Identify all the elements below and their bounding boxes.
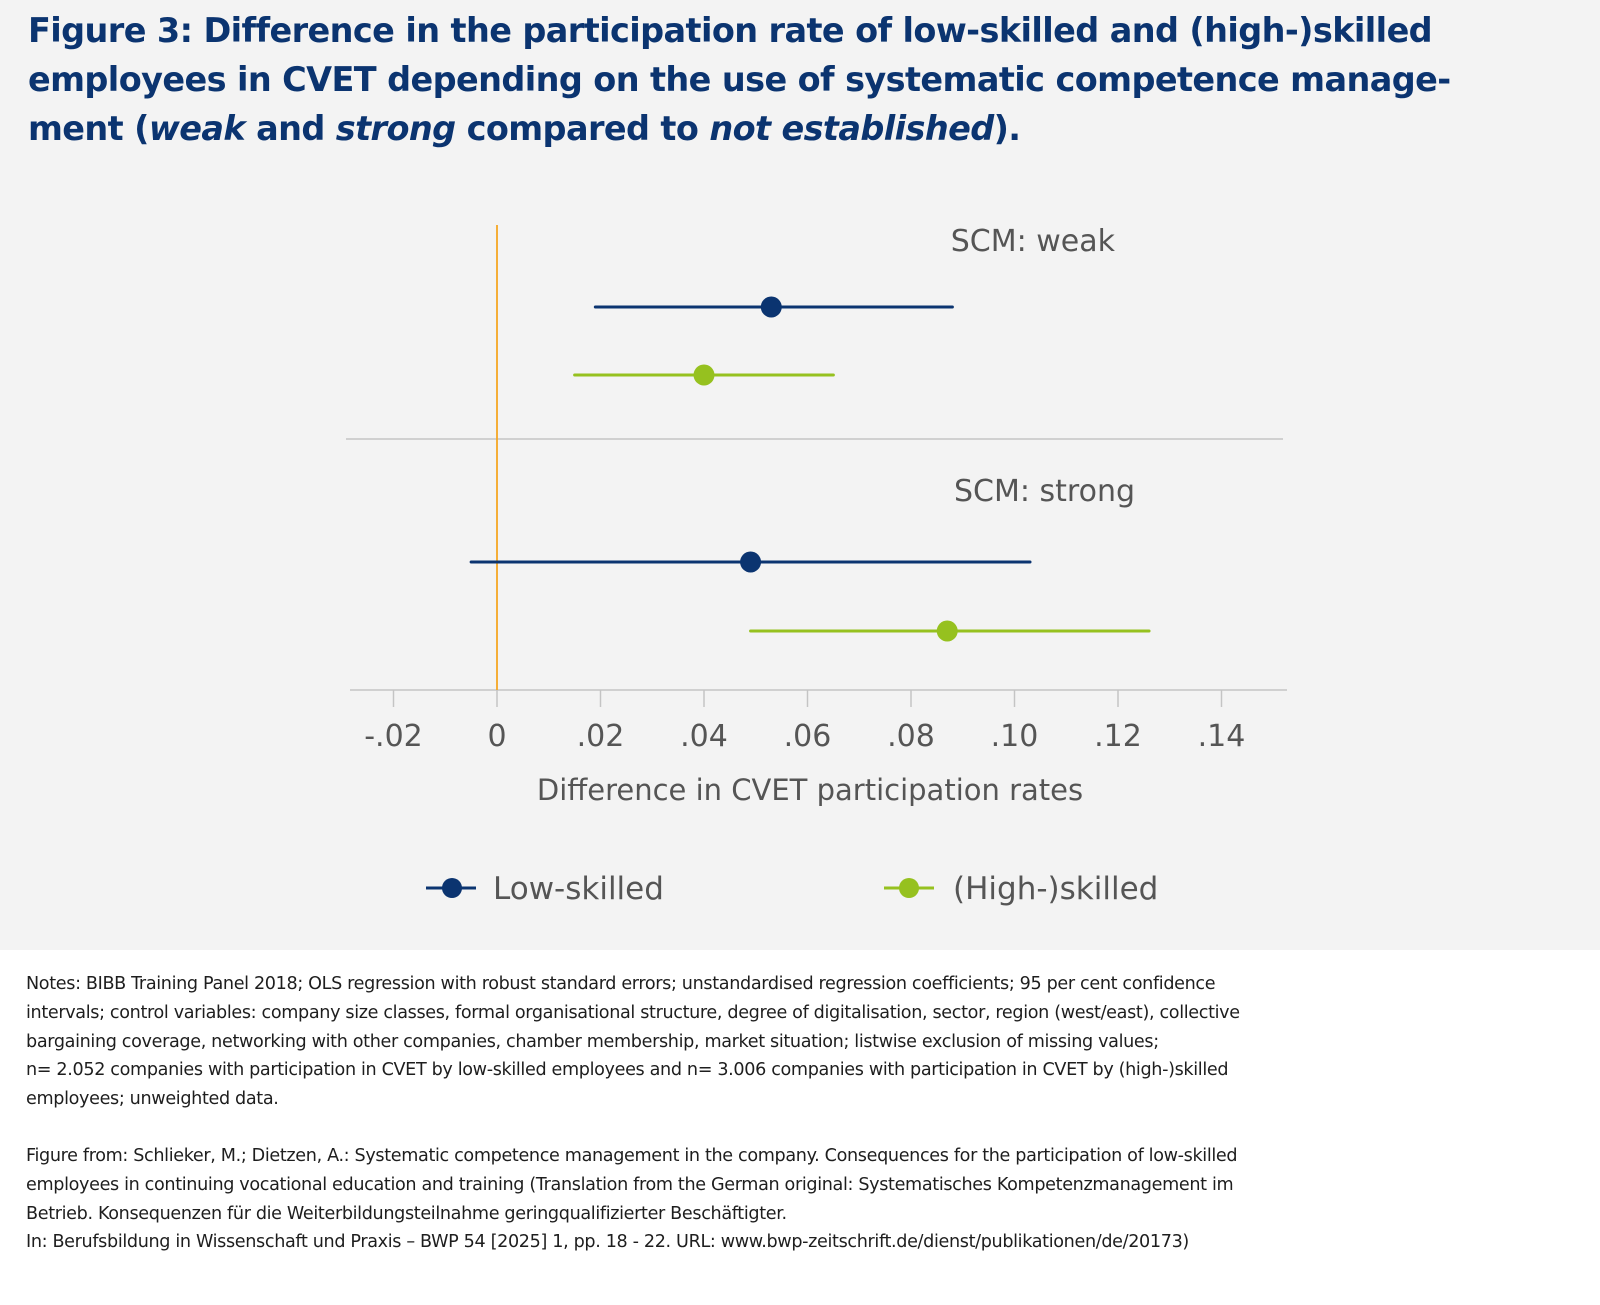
x-tick-label: .06 [784,719,832,754]
legend-marker-low-skilled [442,878,462,898]
x-tick-label: -.02 [364,719,423,754]
x-tick-label: .10 [991,719,1039,754]
x-tick-label: .12 [1094,719,1142,754]
figure-notes: Notes: BIBB Training Panel 2018; OLS reg… [26,970,1586,1257]
notes-line: intervals; control variables: company si… [26,1002,1240,1023]
panel-label: SCM: weak [951,224,1116,259]
x-axis: -.02 0 .02 .04 .06 .08 .10 .12 .14 Difference in … [350,689,1287,807]
source-line: Betrieb. Konsequenzen für die Weiterbild… [26,1203,787,1224]
x-tick-label: .02 [577,719,625,754]
title-text: compared to [455,109,710,148]
point-estimate-low-skilled [760,296,782,318]
title-text: and [245,109,336,148]
legend-label-high-skilled: (High-)skilled [953,871,1158,907]
legend-marker-high-skilled [899,878,919,898]
panel-strong: SCM: strong [469,474,1151,642]
point-estimate-high-skilled [936,620,958,642]
chart-panel [0,0,1600,950]
x-tick-label: .14 [1198,719,1246,754]
x-tick-label: 0 [487,719,506,754]
title-line-2: employees in CVET depending on the use o… [28,60,1451,99]
point-estimate-high-skilled [693,364,715,386]
x-tick-label: .08 [887,719,935,754]
panel-label: SCM: strong [954,474,1135,509]
title-emphasis-strong: strong [335,109,456,148]
title-text: ). [993,109,1021,148]
title-text: ment ( [28,109,149,148]
source-line: employees in continuing vocational educa… [26,1174,1234,1195]
figure-title: Figure 3: Difference in the participatio… [28,6,1568,153]
point-estimate-low-skilled [740,551,762,573]
source-line: Figure from: Schlieker, M.; Dietzen, A.:… [26,1145,1238,1166]
notes-line: employees; unweighted data. [26,1089,279,1110]
plot-panels: SCM: weak SCM: strong [346,224,1283,690]
title-line-3: ment (weak and strong compared to not es… [28,109,1021,148]
title-emphasis-not-established: not established [709,109,994,148]
notes-line: Notes: BIBB Training Panel 2018; OLS reg… [26,974,1216,994]
source-line: In: Berufsbildung in Wissenschaft und Pr… [26,1232,1189,1253]
legend: Low-skilled (High-)skilled [426,871,1158,907]
legend-item-low-skilled: Low-skilled [426,871,664,907]
legend-label-low-skilled: Low-skilled [493,871,664,907]
x-tick-label: .04 [680,719,728,754]
title-line-1: Figure 3: Difference in the participatio… [28,11,1433,50]
panel-weak: SCM: weak [573,224,1116,386]
x-axis-title: Difference in CVET participation rates [537,773,1083,807]
title-emphasis-weak: weak [148,109,246,148]
notes-line: n= 2.052 companies with participation in… [26,1060,1229,1081]
legend-item-high-skilled: (High-)skilled [884,871,1158,907]
forest-plot: -.02 0 .02 .04 .06 .08 .10 .12 .14 Difference in … [346,224,1287,907]
notes-line: bargaining coverage, networking with oth… [26,1031,1159,1052]
